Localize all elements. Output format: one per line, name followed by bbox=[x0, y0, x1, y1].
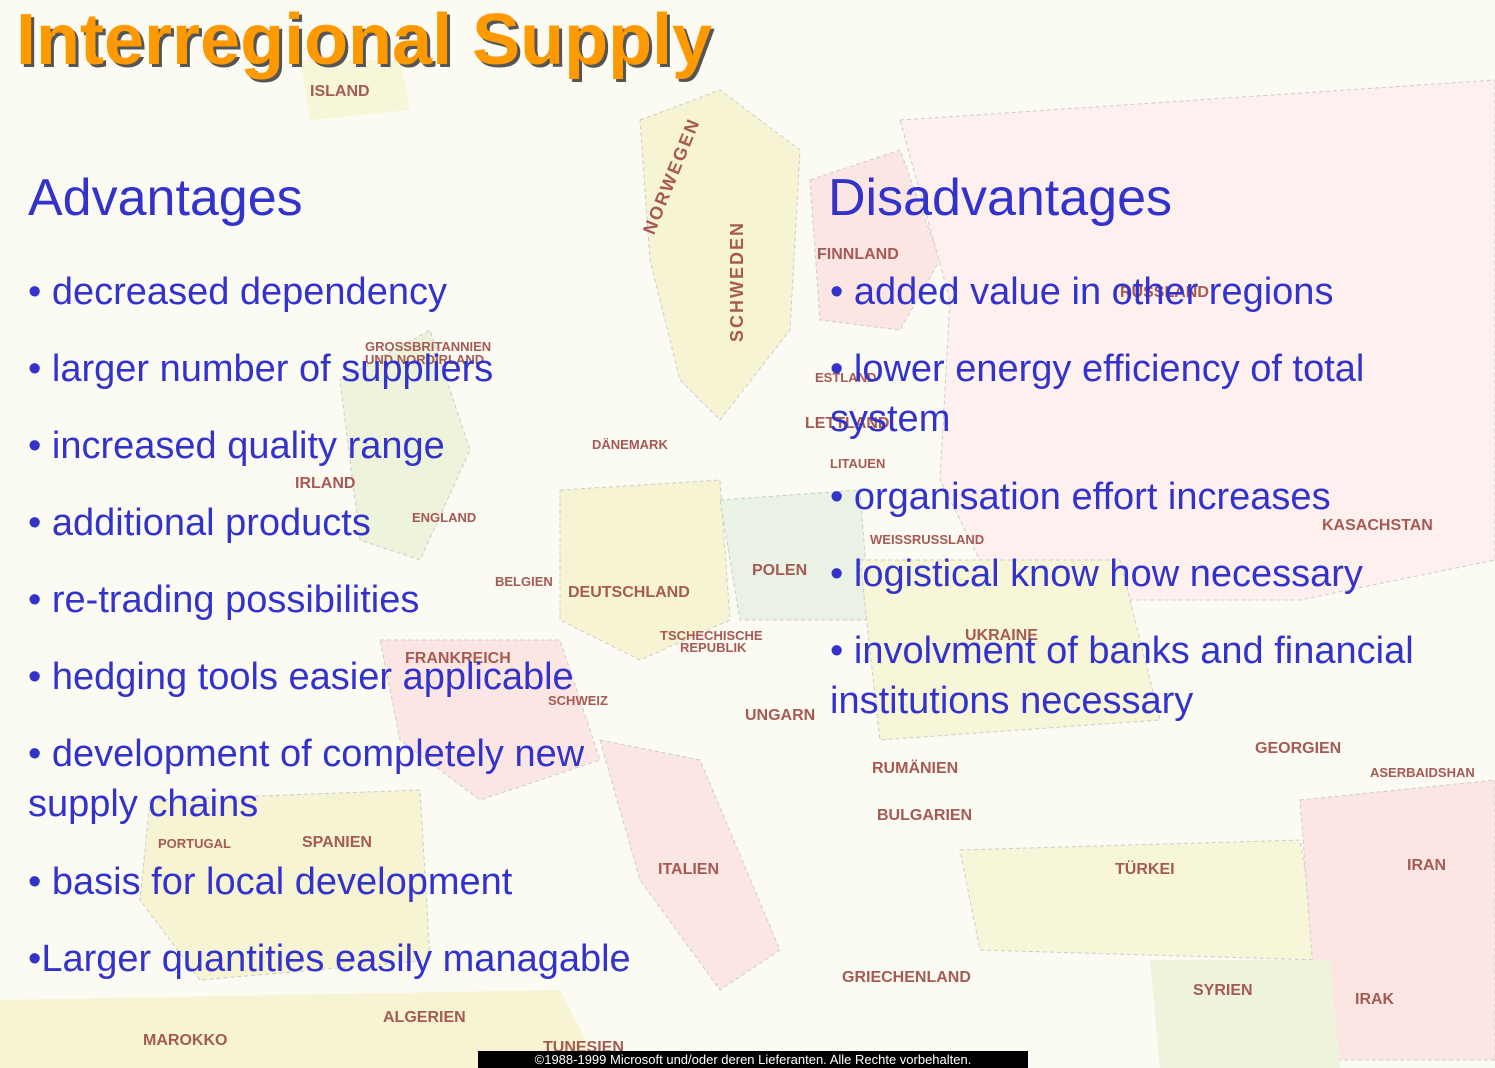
map-label: GRIECHENLAND bbox=[842, 969, 971, 986]
map-label: GEORGIEN bbox=[1255, 740, 1342, 757]
advantages-heading: Advantages bbox=[28, 169, 303, 227]
disadvantages-heading: Disadvantages bbox=[828, 169, 1172, 227]
advantage-item: basis for local development bbox=[28, 857, 748, 907]
map-label: MAROKKO bbox=[143, 1032, 228, 1049]
disadvantage-item: organisation effort increases bbox=[830, 472, 1470, 522]
title: Interregional Supply bbox=[16, 0, 713, 80]
advantage-item: development of completely new supply cha… bbox=[28, 729, 678, 829]
map-label: UNGARN bbox=[745, 707, 816, 724]
map-label: REPUBLIK bbox=[680, 640, 747, 655]
map-label: IRAN bbox=[1407, 857, 1447, 874]
disadvantage-item: lower energy efficiency of total system bbox=[830, 344, 1470, 444]
map-label: BULGARIEN bbox=[877, 807, 973, 824]
map-label: IRLAND bbox=[295, 475, 356, 492]
map-label: TSCHECHISCHE bbox=[660, 628, 763, 643]
advantage-item: hedging tools easier applicable bbox=[28, 652, 748, 702]
disadvantage-item: added value in other regions bbox=[830, 267, 1470, 317]
disadvantage-item: involvment of banks and financial instit… bbox=[830, 626, 1430, 726]
map-label: POLEN bbox=[752, 562, 808, 579]
advantage-item: additional products bbox=[28, 498, 748, 548]
advantage-item: larger number of suppliers bbox=[28, 344, 748, 394]
advantage-item: decreased dependency bbox=[28, 267, 748, 317]
map-label: FINNLAND bbox=[817, 246, 899, 263]
advantage-item: Larger quantities easily managable bbox=[28, 934, 748, 984]
map-label: WEISSRUSSLAND bbox=[870, 532, 985, 547]
map-label: ALGERIEN bbox=[383, 1009, 466, 1026]
copyright: ©1988-1999 Microsoft und/oder deren Lief… bbox=[478, 1051, 1028, 1068]
map-label: IRAK bbox=[1355, 991, 1395, 1008]
map-label: SPANIEN bbox=[302, 834, 372, 851]
advantage-item: re-trading possibilities bbox=[28, 575, 748, 625]
map-label: LITAUEN bbox=[830, 456, 886, 471]
advantage-item: increased quality range bbox=[28, 421, 748, 471]
map-label: PORTUGAL bbox=[158, 836, 231, 851]
map-label: RUMÄNIEN bbox=[872, 760, 959, 777]
map-label: TÜRKEI bbox=[1115, 861, 1175, 878]
map-label: ASERBAIDSHAN bbox=[1370, 765, 1475, 780]
disadvantage-item: logistical know how necessary bbox=[830, 549, 1470, 599]
map-label: ISLAND bbox=[310, 83, 370, 100]
map-label: SYRIEN bbox=[1193, 982, 1253, 999]
